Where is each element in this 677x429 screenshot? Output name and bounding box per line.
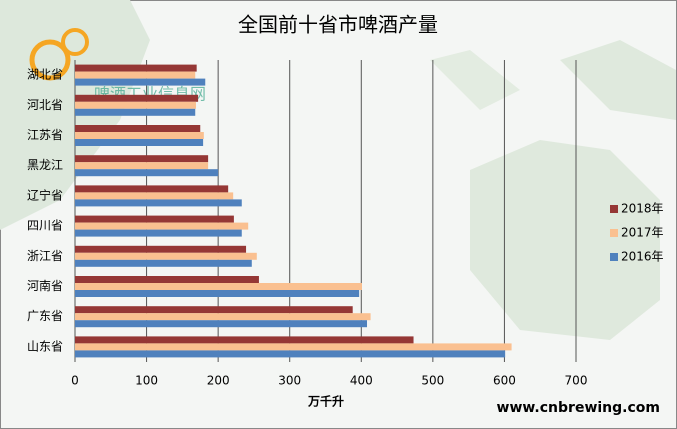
- map-shape: [560, 40, 676, 120]
- y-tick-label: 江苏省: [27, 128, 63, 142]
- bar: [75, 139, 204, 146]
- map-shape: [470, 140, 660, 340]
- bar: [75, 78, 206, 86]
- bar: [75, 162, 209, 170]
- bar: [75, 155, 209, 163]
- bar: [75, 276, 259, 283]
- x-axis-label: 万千升: [307, 394, 344, 409]
- x-tick-label: 500: [421, 374, 444, 388]
- bar: [75, 132, 204, 139]
- bar: [75, 222, 249, 230]
- bar: [75, 108, 196, 116]
- bar: [75, 71, 196, 79]
- bar: [75, 350, 506, 358]
- legend-swatch: [610, 253, 618, 261]
- y-tick-label: 四川省: [27, 219, 63, 233]
- x-tick-label: 400: [350, 374, 373, 388]
- legend-label: 2018年: [621, 202, 664, 216]
- bar: [75, 94, 199, 102]
- bar: [75, 215, 234, 223]
- bar: [75, 101, 196, 109]
- bar: [75, 283, 363, 290]
- y-tick-label: 辽宁省: [27, 187, 63, 202]
- y-tick-label: 湖北省: [27, 67, 63, 82]
- legend-swatch: [610, 205, 618, 213]
- bar: [75, 306, 353, 314]
- legend-label: 2017年: [621, 226, 664, 240]
- y-tick-label: 黑龙江: [27, 158, 63, 172]
- legend-label: 2016年: [621, 250, 664, 264]
- bar: [75, 169, 219, 177]
- x-tick-label: 200: [207, 374, 230, 388]
- bar: [75, 245, 247, 253]
- bar: [75, 229, 242, 237]
- logo: [29, 39, 71, 81]
- bar: [75, 185, 229, 193]
- legend-swatch: [610, 229, 618, 237]
- x-tick-label: 0: [71, 374, 79, 388]
- x-tick-label: 100: [135, 374, 158, 388]
- chart-title: 全国前十省市啤酒产量: [238, 13, 438, 37]
- bar: [75, 313, 371, 321]
- y-tick-label: 山东省: [27, 339, 63, 353]
- logo: [61, 28, 89, 56]
- bar: [75, 192, 234, 200]
- bar: [75, 343, 512, 351]
- bar: [75, 336, 414, 344]
- map-shape: [430, 50, 520, 110]
- y-tick-label: 河北省: [27, 98, 63, 112]
- bar: [75, 320, 368, 328]
- x-tick-label: 300: [278, 374, 301, 388]
- y-tick-label: 浙江省: [27, 249, 63, 263]
- watermark: www.cnbrewing.com: [497, 400, 660, 416]
- x-tick-label: 700: [565, 374, 588, 388]
- bar: [75, 199, 242, 207]
- x-tick-label: 600: [493, 374, 516, 388]
- bar: [75, 259, 252, 267]
- y-tick-label: 广东省: [27, 309, 63, 323]
- y-tick-label: 河南省: [27, 278, 63, 293]
- bar: [75, 125, 201, 132]
- bar: [75, 252, 257, 260]
- bar: [75, 64, 197, 72]
- bar: [75, 290, 360, 297]
